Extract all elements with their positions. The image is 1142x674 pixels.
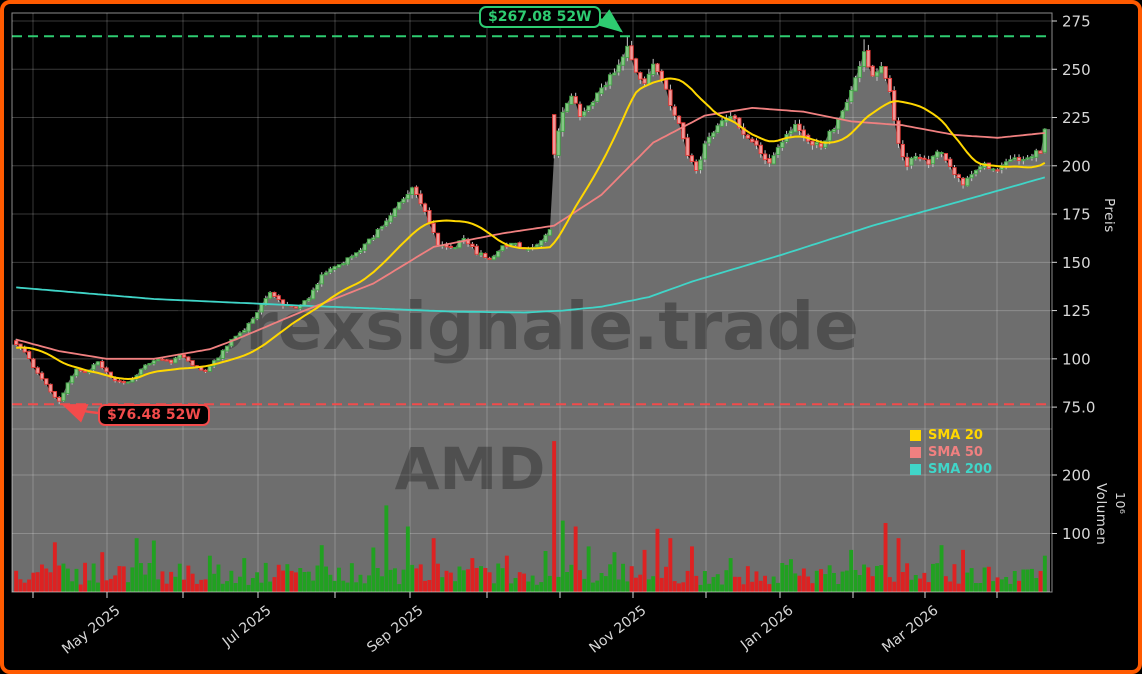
price-tick-label: 275	[1062, 13, 1091, 31]
legend-item-sma50: SMA 50	[910, 444, 992, 461]
volume-tick-label: 200	[1062, 467, 1091, 485]
sma20-line	[16, 77, 1046, 380]
legend-label: SMA 200	[928, 462, 993, 477]
month-tick-label: Jul 2025	[219, 603, 275, 651]
volume-axis-offset: 10⁶	[1113, 492, 1128, 515]
sma200-swatch-icon	[910, 464, 921, 475]
sma200-line	[16, 176, 1046, 314]
volume-tick-label: 100	[1062, 525, 1091, 543]
price-tick-label: 175	[1062, 206, 1091, 224]
price-tick-label: 75.0	[1062, 399, 1095, 417]
price-tick-label: 200	[1062, 157, 1091, 175]
month-tick-label: Sep 2025	[364, 603, 426, 657]
price-axis-label: Preis	[1101, 198, 1117, 233]
sma50-swatch-icon	[910, 447, 921, 458]
price-tick-label: 125	[1062, 302, 1091, 320]
legend-item-sma20: SMA 20	[910, 427, 992, 444]
sma-lines	[15, 77, 1046, 380]
price-area-fill	[12, 46, 1050, 593]
price-tick-label: 150	[1062, 254, 1091, 272]
legend-item-sma200: SMA 200	[910, 461, 992, 478]
watermark-symbol: AMD	[395, 435, 546, 503]
sma20-swatch-icon	[910, 430, 921, 441]
annotation-52w-high: $267.08 52W	[479, 6, 601, 28]
volume-bars	[14, 441, 1047, 592]
price-tick-label: 250	[1062, 61, 1091, 79]
month-tick-label: Nov 2025	[586, 603, 649, 657]
52w-level-lines	[12, 35, 1052, 406]
legend: SMA 20 SMA 50 SMA 200	[910, 427, 992, 478]
price-tick-label: 100	[1062, 350, 1091, 368]
52w-low-arrow	[61, 403, 99, 423]
area-fill	[12, 46, 1050, 593]
month-tick-label: Jan 2026	[737, 602, 796, 653]
watermark-brand: forexsignale.trade	[171, 288, 859, 365]
sma50-line	[15, 107, 1045, 360]
annotation-52w-low: $76.48 52W	[98, 404, 210, 426]
month-tick-label: May 2025	[59, 603, 123, 658]
legend-label: SMA 20	[928, 428, 983, 443]
volume-axis-label: Volumen	[1093, 483, 1109, 546]
month-tick-label: Mar 2026	[879, 602, 941, 656]
legend-label: SMA 50	[928, 445, 983, 460]
price-tick-label: 225	[1062, 109, 1091, 127]
